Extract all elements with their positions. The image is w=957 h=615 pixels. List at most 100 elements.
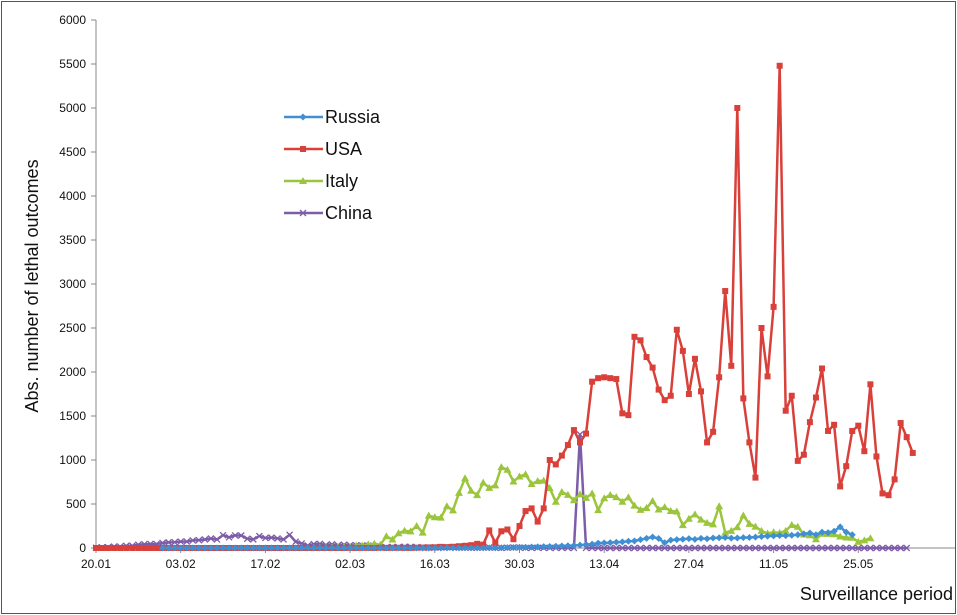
data-point: [830, 527, 838, 535]
data-point: [764, 373, 771, 380]
data-point: [745, 519, 754, 527]
data-point: [897, 544, 905, 552]
data-point: [557, 488, 566, 496]
data-point: [703, 535, 711, 543]
data-point: [516, 523, 523, 529]
data-point: [678, 521, 687, 529]
data-point: [866, 544, 874, 552]
data-point: [99, 545, 106, 551]
data-point: [903, 544, 911, 552]
data-point: [558, 452, 565, 459]
data-point: [673, 536, 681, 544]
data-point: [649, 544, 657, 552]
data-point: [770, 532, 778, 540]
data-point: [648, 497, 657, 505]
data-point: [183, 538, 191, 546]
data-point: [606, 491, 615, 499]
y-tick-label: 5000: [59, 101, 86, 115]
data-point: [661, 544, 669, 552]
legend-item-russia: Russia: [284, 107, 381, 127]
data-point: [854, 544, 862, 552]
x-tick-label: 25.05: [843, 557, 873, 571]
data-point: [473, 544, 481, 552]
data-point: [697, 515, 705, 523]
data-point: [812, 544, 820, 552]
data-point: [461, 544, 469, 552]
data-point: [407, 544, 415, 552]
data-point: [322, 544, 330, 552]
data-point: [903, 434, 910, 441]
data-point: [594, 539, 602, 547]
data-point: [249, 544, 257, 552]
data-point: [195, 544, 203, 552]
data-point: [129, 545, 136, 551]
data-point: [782, 544, 790, 552]
data-point: [600, 544, 608, 552]
x-tick-label: 16.03: [420, 557, 450, 571]
data-point: [418, 528, 427, 536]
data-point: [733, 534, 741, 542]
data-point: [667, 536, 675, 544]
data-point: [727, 526, 736, 534]
legend-label: China: [325, 203, 373, 223]
data-point: [643, 534, 651, 542]
data-point: [231, 544, 239, 552]
data-point: [189, 544, 197, 552]
data-point: [703, 518, 712, 526]
data-point: [854, 537, 863, 545]
data-point: [831, 421, 838, 428]
data-point: [479, 478, 488, 486]
data-point: [570, 427, 577, 434]
data-point: [855, 422, 862, 429]
data-point: [569, 496, 578, 504]
data-point: [588, 489, 597, 497]
data-point: [159, 539, 167, 547]
data-point: [872, 544, 880, 552]
data-point: [909, 449, 916, 456]
data-point: [576, 490, 584, 498]
data-point: [655, 534, 663, 542]
data-point: [733, 544, 741, 552]
y-tick-label: 4500: [59, 145, 86, 159]
data-point: [740, 395, 747, 402]
data-point: [667, 392, 674, 399]
data-point: [601, 374, 608, 381]
data-point: [436, 513, 445, 521]
data-point: [885, 544, 893, 552]
x-tick-label: 20.01: [81, 557, 111, 571]
data-point: [619, 410, 626, 417]
data-point: [400, 526, 409, 534]
data-point: [274, 534, 281, 542]
data-point: [564, 542, 572, 550]
data-point: [219, 544, 227, 552]
data-point: [401, 544, 409, 552]
data-point: [672, 507, 681, 515]
data-point: [879, 490, 886, 497]
data-point: [576, 541, 584, 549]
data-point: [727, 534, 735, 542]
data-point: [237, 544, 245, 552]
data-point: [800, 451, 807, 458]
data-point: [111, 545, 118, 551]
data-point: [842, 533, 851, 541]
data-point: [521, 470, 530, 478]
y-tick-label: 4000: [59, 189, 86, 203]
y-tick-label: 1500: [59, 409, 86, 423]
data-point: [861, 448, 868, 455]
data-point: [794, 531, 802, 539]
data-point: [691, 355, 698, 362]
data-point: [758, 325, 765, 331]
data-point: [848, 531, 856, 539]
data-point: [825, 427, 832, 434]
data-point: [697, 534, 705, 542]
data-point: [286, 531, 294, 539]
data-point: [728, 362, 735, 369]
data-point: [177, 538, 185, 546]
data-point: [806, 419, 813, 426]
data-point: [800, 530, 808, 538]
data-point: [424, 511, 433, 519]
data-point: [624, 493, 633, 501]
data-point: [551, 497, 560, 505]
